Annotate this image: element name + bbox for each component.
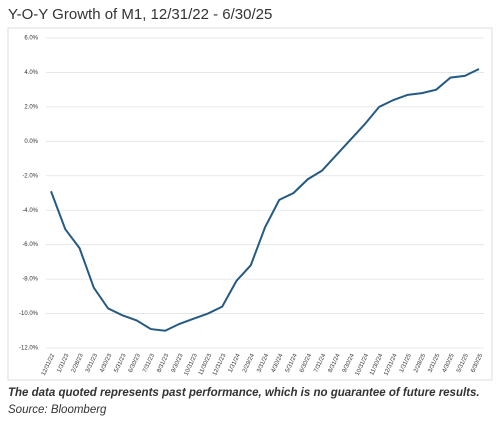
x-tick-label: 5/31/23 [114, 352, 128, 373]
y-tick-label: -12.0% [19, 346, 39, 352]
x-tick-label: 3/31/24 [256, 352, 270, 373]
y-tick-label: 2.0% [24, 104, 38, 110]
y-tick-label: -10.0% [19, 311, 39, 317]
source: Source: Bloomberg [8, 404, 107, 416]
x-tick-label: 1/31/23 [57, 352, 71, 373]
x-tick-label: 1/31/24 [228, 352, 242, 373]
x-tick-label: 5/31/25 [456, 352, 470, 373]
y-tick-label: 0.0% [24, 139, 38, 145]
x-tick-label: 4/30/23 [99, 352, 113, 373]
x-tick-label: 4/30/24 [271, 352, 285, 373]
x-tick-label: 8/31/24 [328, 352, 342, 373]
x-tick-label: 11/30/23 [198, 352, 213, 376]
y-tick-label: -2.0% [22, 173, 38, 179]
x-tick-label: 6/30/23 [128, 352, 142, 373]
x-tick-label: 9/30/24 [342, 352, 356, 373]
y-tick-label: -8.0% [22, 277, 38, 283]
x-tick-label: 1/31/25 [399, 352, 413, 373]
x-tick-label: 7/31/24 [313, 352, 327, 373]
x-tick-label: 12/31/24 [383, 352, 399, 376]
x-tick-label: 12/31/22 [41, 352, 57, 376]
x-tick-label: 10/31/23 [184, 352, 200, 376]
x-tick-label: 11/30/24 [369, 352, 384, 376]
note: The data quoted represents past performa… [8, 387, 480, 399]
x-tick-label: 3/31/23 [85, 352, 99, 373]
x-tick-label: 8/31/23 [156, 352, 170, 373]
x-tick-label: 4/30/25 [442, 352, 456, 373]
x-tick-label: 3/31/25 [428, 352, 442, 373]
x-tick-label: 10/31/24 [355, 352, 371, 376]
x-tick-label: 2/29/24 [242, 352, 256, 373]
line [50, 68, 480, 332]
x-tick-label: 6/30/25 [470, 352, 484, 373]
x-tick-label: 6/30/24 [299, 352, 313, 373]
x-tick-label: 12/31/23 [212, 352, 228, 376]
x-tick-label: 7/31/23 [142, 352, 156, 373]
y-tick-label: 4.0% [24, 70, 38, 76]
x-tick-label: 9/30/23 [171, 352, 185, 373]
x-tick-label: 5/31/24 [285, 352, 299, 373]
x-tick-label: 2/28/25 [413, 352, 427, 373]
y-tick-label: -4.0% [22, 208, 38, 214]
y-tick-label: 6.0% [24, 36, 38, 42]
x-tick-label: 2/28/23 [71, 352, 85, 373]
y-tick-label: -6.0% [22, 242, 38, 248]
plot-frame [7, 27, 493, 381]
chart-title: Y-O-Y Growth of M1, 12/31/22 - 6/30/25 [8, 6, 272, 23]
